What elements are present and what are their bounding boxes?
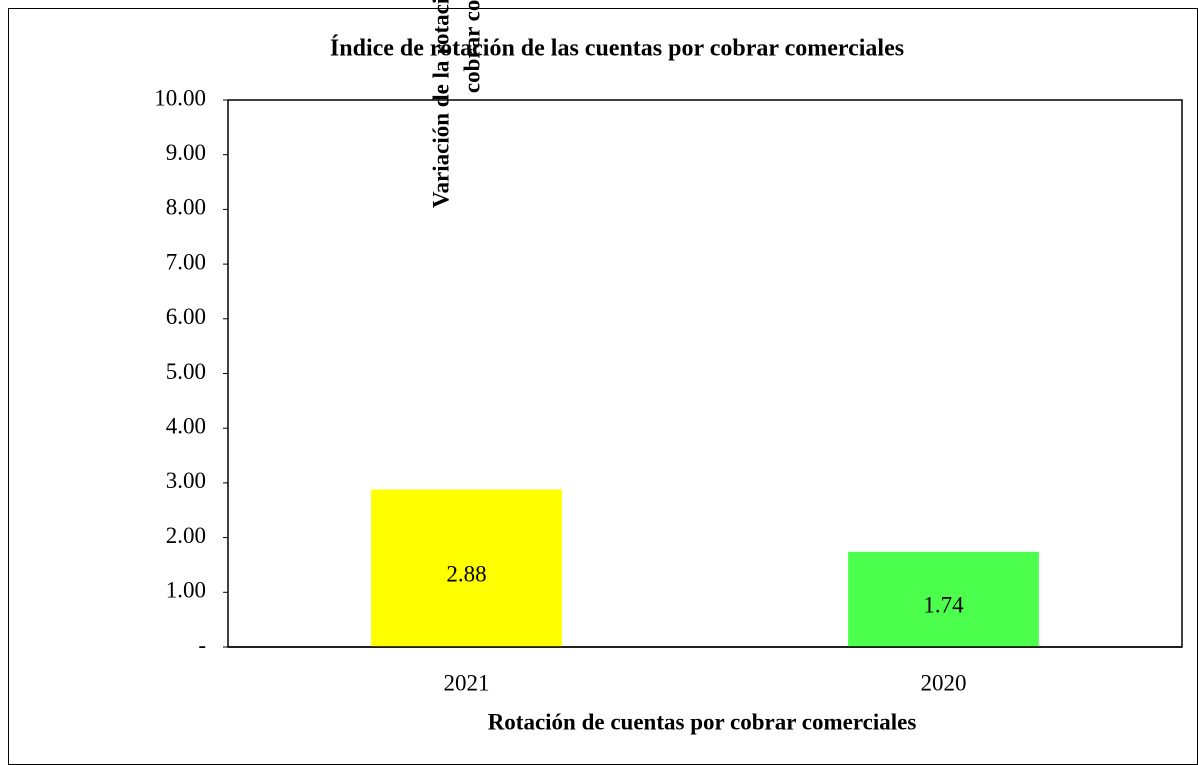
y-tick-label: 10.00 (154, 85, 206, 110)
y-tick-label: 2.00 (166, 523, 206, 548)
y-axis-title-line: cobrar comerciales (459, 0, 484, 93)
y-tick-label: - (198, 632, 206, 657)
y-tick-label: 4.00 (166, 413, 206, 438)
data-label: 1.74 (923, 593, 964, 618)
x-tick-label: 2020 (921, 670, 967, 695)
y-axis-title: Variación de la rotación de las cuentas … (428, 0, 484, 208)
y-tick-label: 5.00 (166, 359, 206, 384)
y-axis-title-line: Variación de la rotación de las cuentas … (428, 0, 453, 208)
y-tick-label: 8.00 (166, 195, 206, 220)
chart-border (8, 8, 1198, 765)
y-tick-label: 9.00 (166, 140, 206, 165)
data-label: 2.88 (446, 562, 486, 587)
x-axis-title: Rotación de cuentas por cobrar comercial… (488, 709, 917, 734)
x-tick-label: 2021 (444, 670, 490, 695)
y-tick-label: 7.00 (166, 249, 206, 274)
y-tick-label: 1.00 (166, 578, 206, 603)
y-tick-label: 6.00 (166, 304, 206, 329)
bar (371, 489, 562, 647)
bar (848, 551, 1039, 647)
y-tick-label: 3.00 (166, 468, 206, 493)
chart-title: Índice de rotación de las cuentas por co… (330, 36, 904, 62)
